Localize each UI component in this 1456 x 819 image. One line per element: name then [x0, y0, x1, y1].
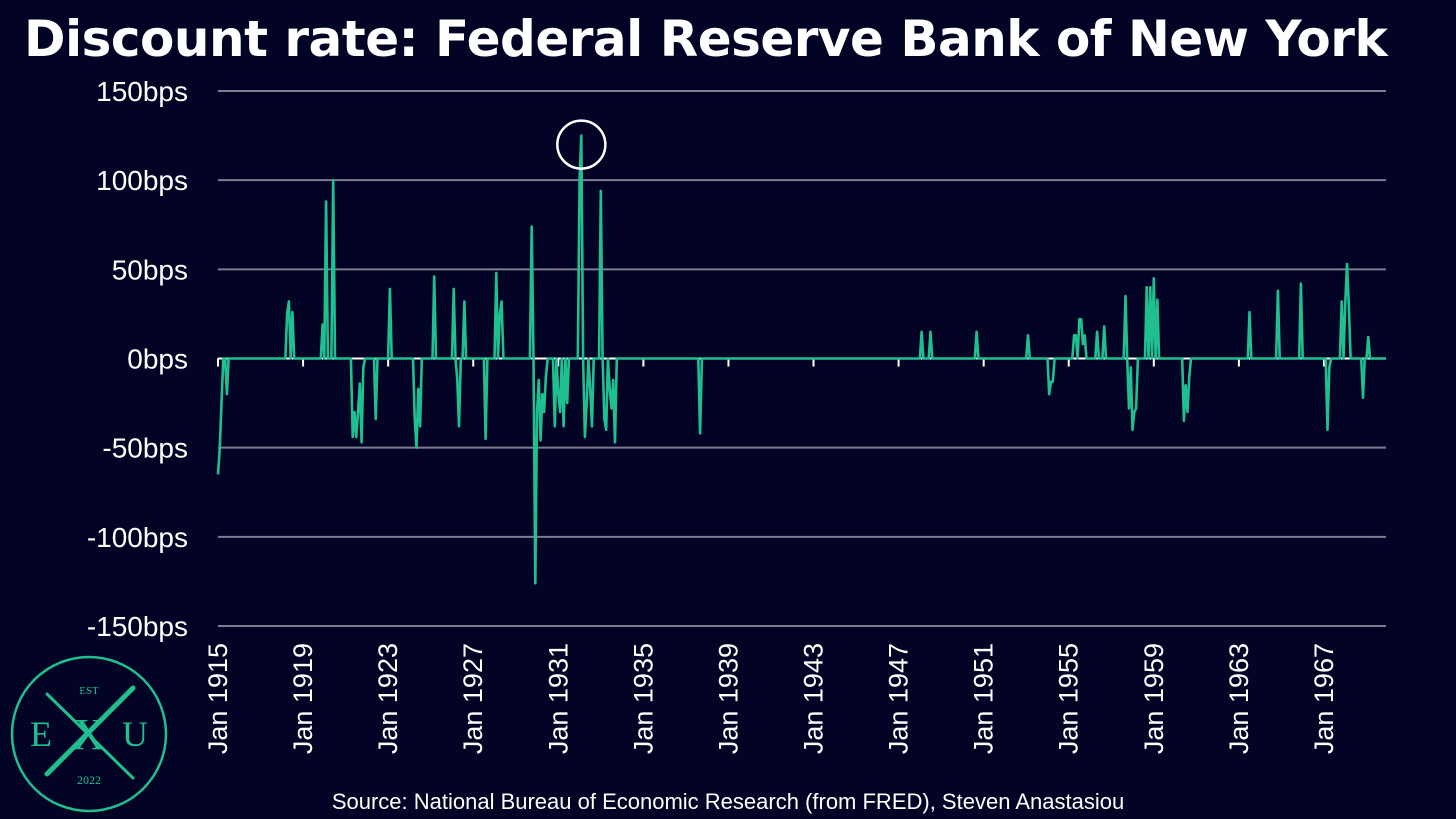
logo-year-text: 2022: [77, 773, 101, 787]
logo-letter-e: E: [30, 714, 52, 754]
x-tick-label: Jan 1939: [713, 643, 743, 754]
y-tick-label: 150bps: [96, 76, 188, 107]
x-tick-label: Jan 1935: [628, 643, 658, 754]
x-tick-label: Jan 1963: [1224, 643, 1254, 754]
x-tick-label: Jan 1959: [1139, 643, 1169, 754]
y-tick-label: 0bps: [127, 344, 188, 375]
series-layer: [216, 134, 1386, 585]
y-tick-label: -50bps: [102, 433, 188, 464]
y-tick-label: -100bps: [87, 522, 188, 553]
logo-ring: [10, 655, 168, 813]
logo-letter-x: X: [73, 710, 105, 759]
x-tick-label: Jan 1955: [1054, 643, 1084, 754]
x-axis-tick-labels: Jan 1915 Jan 1919 Jan 1923 Jan 1927 Jan 1931…: [203, 643, 1339, 754]
x-tick-label: Jan 1931: [543, 643, 573, 754]
y-tick-label: 50bps: [112, 254, 188, 285]
chart-title: Discount rate: Federal Reserve Bank of N…: [24, 10, 1388, 68]
highlight-layer: [556, 119, 607, 170]
x-tick-label: Jan 1947: [884, 643, 914, 754]
x-tick-label: Jan 1919: [288, 643, 318, 754]
exu-logo: EST E X U 2022: [10, 655, 168, 813]
source-note: Source: National Bureau of Economic Rese…: [331, 789, 1125, 814]
logo-est-text: EST: [79, 685, 99, 697]
x-tick-label: Jan 1927: [458, 643, 488, 754]
y-tick-label: 100bps: [96, 165, 188, 196]
x-tick-label: Jan 1951: [969, 643, 999, 754]
logo-cross-stroke: [44, 685, 136, 777]
series-line: [216, 134, 1372, 585]
y-axis-tick-labels: 150bps 100bps 50bps 0bps -50bps -100bps -150bp…: [87, 76, 188, 642]
x-tick-label: Jan 1923: [373, 643, 403, 754]
logo-letter-u: U: [122, 714, 148, 754]
x-tick-label: Jan 1967: [1309, 643, 1339, 754]
peak-highlight-circle: [556, 119, 607, 170]
logo-cross-stroke-2: [45, 692, 135, 780]
y-tick-label: -150bps: [87, 611, 188, 642]
x-tick-label: Jan 1915: [203, 643, 233, 754]
x-tick-label: Jan 1943: [799, 643, 829, 754]
